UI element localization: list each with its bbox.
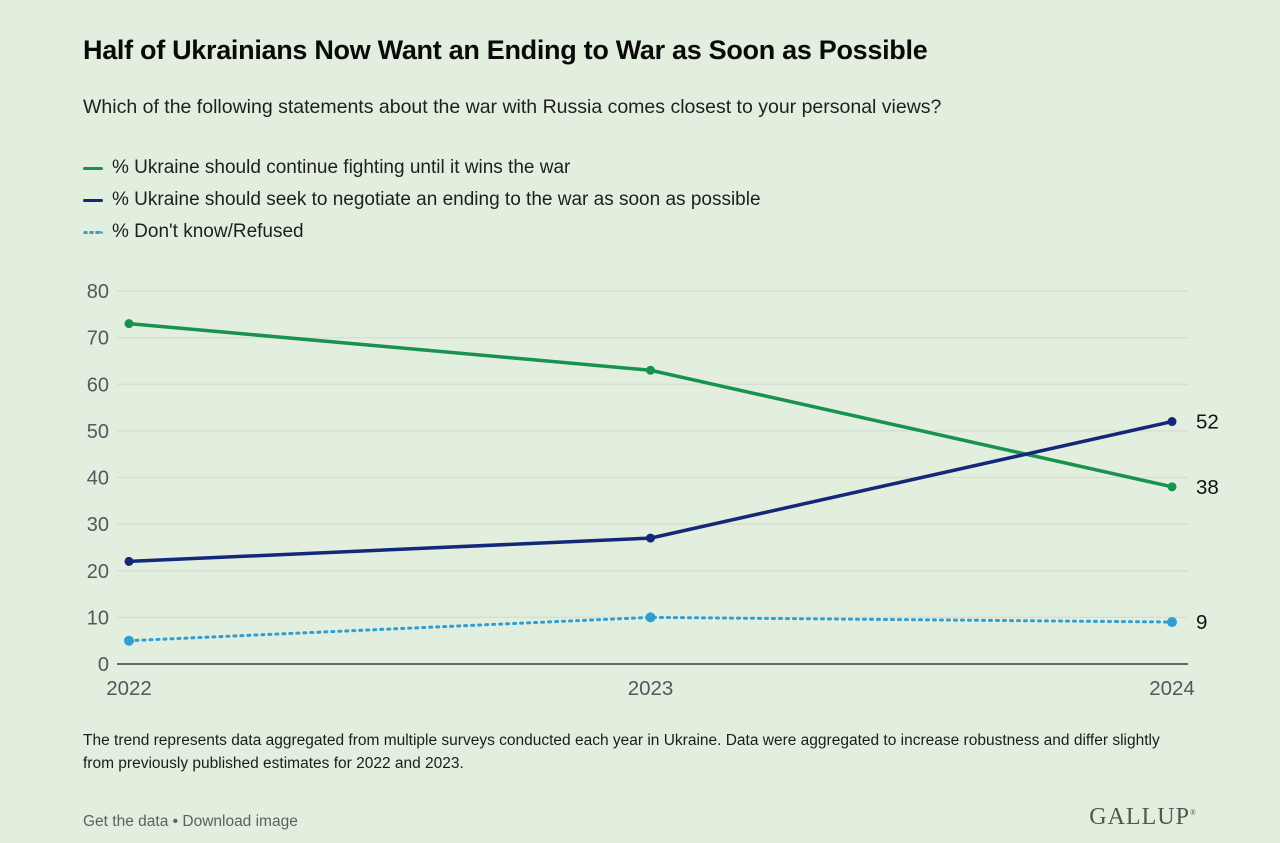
series-end-value-label: 9	[1196, 611, 1207, 634]
trend-line-chart: 0 10 20 30 40 50 60 70 80 2022 2023 2024 38 52 9	[87, 281, 1219, 700]
x-tick-label: 2023	[628, 677, 674, 700]
x-tick-label: 2022	[106, 677, 152, 700]
legend-label: % Don't know/Refused	[112, 221, 304, 242]
legend-swatch-dotted-line	[83, 230, 103, 234]
data-point	[645, 612, 656, 623]
get-the-data-link[interactable]: Get the data	[83, 812, 169, 830]
registered-mark: ®	[1189, 807, 1197, 817]
legend-label: % Ukraine should continue fighting until…	[112, 157, 571, 178]
legend-item-continue-fighting: % Ukraine should continue fighting until…	[83, 157, 1197, 179]
legend-swatch-navy-line	[83, 198, 103, 202]
y-tick-label: 80	[87, 281, 109, 303]
gallup-logo: GALLUP®	[1089, 803, 1197, 830]
series-end-value-label: 52	[1196, 411, 1219, 434]
data-point	[1167, 482, 1177, 492]
chart-question-subtitle: Which of the following statements about …	[83, 96, 942, 118]
data-point	[124, 635, 134, 646]
y-tick-label: 40	[87, 468, 109, 490]
data-point	[646, 365, 655, 375]
footer-links: Get the data • Download image	[83, 813, 298, 831]
legend: % Ukraine should continue fighting until…	[83, 157, 1197, 243]
y-tick-label: 70	[87, 328, 109, 350]
legend-item-dont-know: % Don't know/Refused	[83, 221, 1197, 243]
data-point	[1167, 617, 1177, 628]
data-point	[646, 533, 655, 543]
y-tick-label: 60	[87, 374, 109, 396]
footer: Get the data • Download image GALLUP®	[83, 804, 1197, 831]
data-point	[124, 556, 134, 566]
y-tick-label: 30	[87, 514, 109, 536]
legend-item-negotiate: % Ukraine should seek to negotiate an en…	[83, 189, 1197, 211]
page-title: Half of Ukrainians Now Want an Ending to…	[83, 35, 928, 65]
download-image-link[interactable]: Download image	[182, 812, 298, 830]
y-tick-label: 10	[87, 607, 109, 629]
chart-area: 0 10 20 30 40 50 60 70 80 2022 2023 2024 38 52 9	[83, 273, 1219, 712]
series-line-2	[127, 615, 1174, 643]
legend-swatch-green-line	[83, 166, 103, 170]
y-tick-label: 50	[87, 421, 109, 443]
data-point	[1167, 417, 1177, 427]
series-end-value-label: 38	[1196, 476, 1219, 499]
x-tick-label: 2024	[1149, 677, 1195, 700]
y-tick-label: 0	[98, 654, 109, 676]
link-separator: •	[172, 812, 179, 830]
legend-label: % Ukraine should seek to negotiate an en…	[112, 189, 761, 210]
footnote: The trend represents data aggregated fro…	[83, 732, 1160, 773]
data-point	[124, 319, 134, 329]
series-line-0	[127, 321, 1174, 489]
y-tick-label: 20	[87, 561, 109, 583]
